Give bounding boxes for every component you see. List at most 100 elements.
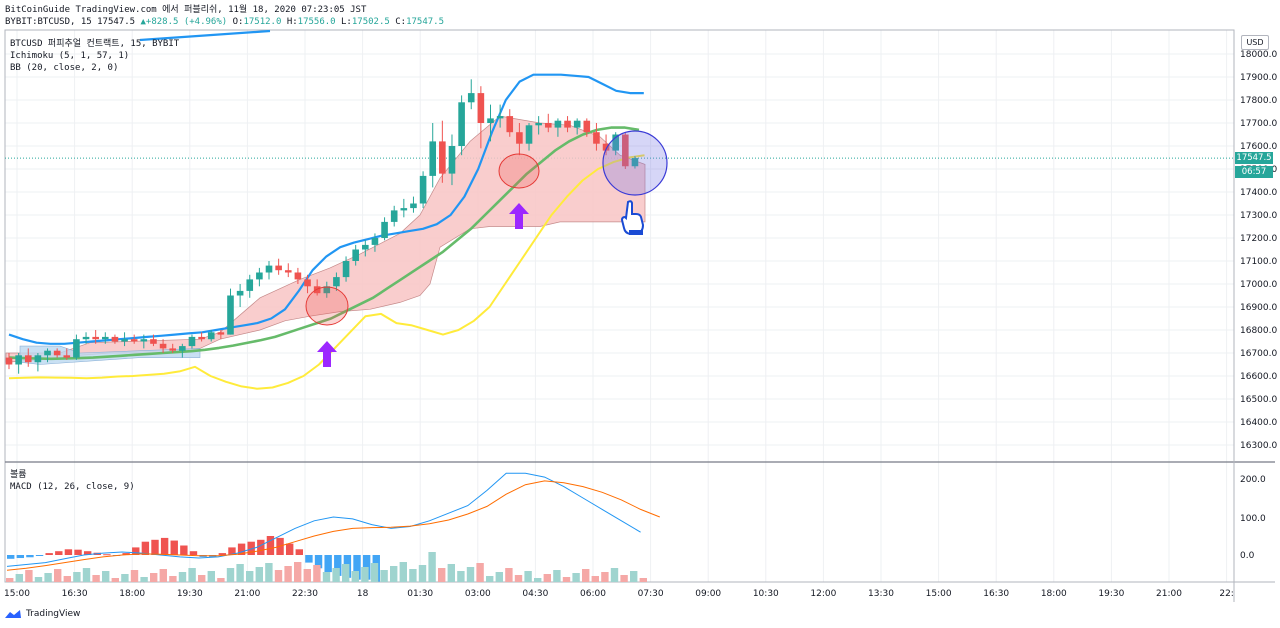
price-tick-label: 17000.0	[1240, 280, 1277, 290]
time-tick-label: 04:30	[522, 589, 548, 599]
candle-body	[410, 203, 417, 209]
macd-hist-bar	[103, 554, 111, 556]
volume-bar	[44, 573, 52, 582]
candle-body	[304, 279, 311, 287]
volume-bar	[284, 566, 292, 582]
macd-hist-bar	[189, 551, 198, 555]
candle-body	[102, 336, 109, 340]
signal-line	[6, 480, 660, 571]
volume-bar	[370, 563, 379, 582]
volume-bar	[466, 567, 475, 582]
candle-body	[564, 120, 571, 128]
time-tick-label: 18	[357, 589, 369, 599]
time-tick-label: 22:	[1219, 589, 1233, 599]
candle-body	[448, 146, 456, 174]
candle-body	[631, 158, 639, 167]
ichimoku-cloud	[5, 115, 646, 365]
bb-legend[interactable]: BB (20, close, 2, 0)	[10, 63, 119, 73]
time-tick-label: 12:00	[810, 589, 836, 599]
volume-bar	[361, 567, 369, 582]
tradingview-logo[interactable]: TradingView	[4, 609, 80, 619]
time-tick-label: 22:30	[292, 589, 318, 599]
price-tick-label: 17100.0	[1240, 257, 1277, 267]
candle-body	[179, 346, 186, 351]
price-tick-label: 16800.0	[1240, 326, 1277, 336]
time-tick-label: 16:30	[62, 589, 88, 599]
candle-body	[477, 93, 485, 123]
candle-body	[82, 336, 90, 340]
macd-hist-bar	[218, 553, 227, 555]
candle-body	[371, 238, 379, 245]
candle-body	[15, 355, 22, 365]
candle-body	[5, 357, 13, 365]
ichimoku-legend[interactable]: Ichimoku (5, 1, 57, 1)	[10, 51, 130, 61]
candle-body	[429, 141, 437, 176]
volume-bar	[380, 570, 388, 582]
annotation-circle-2	[498, 153, 540, 189]
volume-bar	[121, 574, 129, 582]
time-tick-label: 15:00	[926, 589, 952, 599]
candle-body	[467, 93, 475, 103]
volume-bar	[236, 564, 244, 582]
up-arrow-icon	[317, 341, 337, 367]
candle-body	[284, 270, 292, 273]
annotations	[305, 130, 668, 367]
candle-body	[333, 277, 340, 287]
volume-bar	[620, 575, 628, 582]
open-label: O:	[232, 17, 244, 27]
macd-hist-bar	[83, 551, 92, 555]
last-price: 17547.5	[97, 17, 136, 27]
candle-body	[593, 132, 600, 144]
volume-bar	[274, 570, 283, 582]
hand-cuff	[629, 230, 643, 235]
macd-hist-bar	[7, 555, 15, 559]
candle-body	[188, 336, 196, 347]
volume-bar	[54, 569, 62, 582]
volume-bar	[418, 565, 427, 582]
volume-bar	[572, 573, 580, 582]
hand-pointer-icon	[620, 200, 645, 235]
volume-bar	[553, 570, 561, 582]
candle-body	[458, 102, 465, 146]
candle-body	[73, 339, 80, 358]
macd-tick-label: 200.0	[1240, 475, 1266, 485]
macd-tick-label: 100.0	[1240, 514, 1266, 524]
macd-hist-bar	[237, 543, 246, 555]
volume-bar	[610, 568, 619, 582]
volume-bar	[313, 565, 321, 582]
time-tick-label: 13:30	[868, 589, 894, 599]
candle-body	[535, 123, 542, 126]
candle-body	[622, 134, 629, 167]
candle-body	[294, 272, 302, 280]
time-tick-label: 15:00	[4, 589, 30, 599]
candle-body	[400, 208, 408, 211]
candle-body	[583, 120, 591, 133]
candle-body	[516, 132, 523, 144]
macd-line	[6, 472, 641, 567]
volume-bar	[409, 569, 417, 582]
price-tick-label: 17400.0	[1240, 188, 1277, 198]
time-tick-label: 07:30	[638, 589, 664, 599]
candle-body	[169, 348, 177, 351]
volume-bar	[6, 578, 14, 582]
time-tick-label: 19:30	[1098, 589, 1124, 599]
volume-bar	[159, 569, 167, 582]
volume-bar	[92, 575, 100, 582]
candle-body	[150, 339, 157, 344]
volume-bar	[198, 575, 206, 582]
time-tick-label: 18:00	[119, 589, 145, 599]
time-tick-label: 21:00	[234, 589, 260, 599]
main-legend[interactable]: BTCUSD 퍼피추얼 컨트랙트, 15, BYBIT	[10, 39, 180, 49]
macd-tick-label: 0.0	[1240, 551, 1255, 561]
macd-hist-bar	[305, 555, 313, 563]
price-tick-label: 16600.0	[1240, 372, 1277, 382]
currency-badge[interactable]: USD	[1241, 35, 1269, 50]
price-tick-label: 18000.0	[1240, 50, 1277, 60]
macd-legend[interactable]: MACD (12, 26, close, 9)	[10, 482, 135, 492]
annotation-circle-3	[602, 130, 668, 196]
time-tick-label: 03:00	[465, 589, 491, 599]
volume-legend[interactable]: 볼륨	[10, 470, 27, 480]
candle-body	[506, 116, 514, 133]
macd-hist-bar	[122, 553, 130, 555]
